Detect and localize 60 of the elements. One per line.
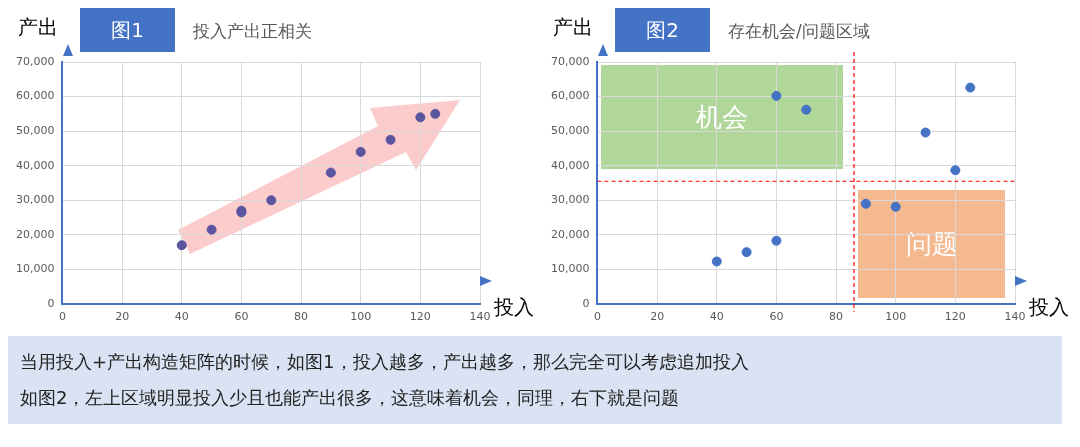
y-tick-label: 50,000 <box>15 124 55 137</box>
y-tick-label: 30,000 <box>15 193 55 207</box>
chart-subtitle: 存在机会/问题区域 <box>728 20 870 43</box>
point <box>801 104 812 115</box>
x-tick-label: 120 <box>409 310 431 324</box>
point <box>385 134 396 145</box>
x-tick-label: 40 <box>174 310 189 324</box>
y-tick-label: 10,000 <box>15 262 55 276</box>
point <box>890 201 901 212</box>
chart-title: 图2 <box>615 8 710 52</box>
text: 如图2，左上区域明显投入少且也能产出很多，这意味着机会，同理，右下就是问题 <box>20 386 681 410</box>
point <box>206 224 217 235</box>
y-tick-label: 60,000 <box>550 89 590 103</box>
chart-subtitle: 投入产出正相关 <box>193 20 312 43</box>
y-tick-label: 70,000 <box>550 54 590 68</box>
point <box>430 108 441 119</box>
y-tick-label: 30,000 <box>550 193 590 207</box>
x-tick-label: 100 <box>885 310 907 324</box>
point <box>965 82 976 93</box>
x-tick-label: 60 <box>234 310 249 324</box>
point <box>920 127 931 138</box>
point <box>266 195 277 206</box>
y-tick-label: 50,000 <box>550 124 590 137</box>
x-tick-label: 60 <box>769 310 784 324</box>
point <box>415 112 426 123</box>
y-tick-label: 40,000 <box>550 158 590 172</box>
y-tick-label: 60,000 <box>15 89 55 103</box>
x-axis-title: 投入 <box>1029 294 1069 321</box>
text: 当用投入+产出构造矩阵的时候，如图1，投入越多，产出越多，那么完全可以考虑追加投入 <box>20 350 750 374</box>
x-tick-label: 0 <box>593 310 601 324</box>
point <box>771 235 782 246</box>
y-tick-label: 0 <box>47 296 55 310</box>
x-tick-label: 0 <box>58 310 66 324</box>
point <box>325 167 336 178</box>
x-tick-label: 80 <box>829 310 844 324</box>
y-tick-label: 20,000 <box>550 227 590 241</box>
x-tick-label: 80 <box>294 310 309 324</box>
y-tick-label: 20,000 <box>15 227 55 241</box>
x-tick-label: 140 <box>1004 310 1026 324</box>
x-tick-label: 20 <box>650 310 665 324</box>
x-tick-label: 140 <box>469 310 491 324</box>
point <box>176 240 187 251</box>
chart-title: 图1 <box>80 8 175 52</box>
x-axis-title: 投入 <box>494 294 534 321</box>
y-axis-title: 产出 <box>553 14 593 41</box>
point <box>711 256 722 267</box>
x-tick-label: 20 <box>115 310 130 324</box>
y-tick-label: 70,000 <box>15 54 55 68</box>
point <box>860 198 871 209</box>
point <box>741 247 752 258</box>
point <box>355 146 366 157</box>
x-tick-label: 100 <box>350 310 372 324</box>
y-tick-label: 40,000 <box>15 158 55 172</box>
x-tick-label: 40 <box>709 310 724 324</box>
y-tick-label: 10,000 <box>550 262 590 276</box>
point <box>771 90 782 101</box>
x-tick-label: 120 <box>944 310 966 324</box>
point <box>950 165 961 176</box>
y-axis-title: 产出 <box>18 14 58 41</box>
y-tick-label: 0 <box>582 296 590 310</box>
